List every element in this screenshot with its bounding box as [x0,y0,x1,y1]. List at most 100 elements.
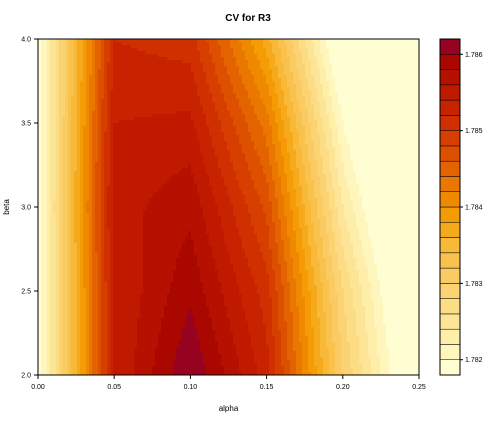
contour-cell [146,51,149,54]
contour-cell [80,108,83,111]
contour-cell [44,48,47,51]
contour-cell [62,75,65,78]
contour-cell [170,114,173,117]
contour-cell [197,75,200,78]
contour-cell [95,102,98,105]
contour-cell [182,48,185,51]
contour-cell [410,120,413,123]
contour-cell [110,111,113,114]
contour-cell [389,120,392,123]
contour-cell [65,54,68,57]
contour-cell [392,54,395,57]
contour-cell [260,69,263,72]
contour-cell [323,144,326,147]
contour-cell [56,51,59,54]
contour-cell [305,57,308,60]
contour-cell [314,102,317,105]
contour-cell [320,48,323,51]
contour-cell [158,39,161,42]
contour-cell [101,120,104,123]
contour-cell [89,84,92,87]
contour-cell [161,87,164,90]
contour-cell [338,75,341,78]
contour-cell [230,84,233,87]
contour-cell [197,114,200,117]
contour-cell [140,51,143,54]
contour-cell [377,138,380,141]
contour-cell [293,105,296,108]
contour-cell [236,84,239,87]
contour-cell [146,144,149,147]
contour-cell [77,111,80,114]
contour-cell [194,84,197,87]
contour-cell [308,90,311,93]
contour-cell [305,111,308,114]
contour-cell [62,87,65,90]
contour-cell [227,129,230,132]
contour-cell [389,126,392,129]
contour-cell [293,78,296,81]
contour-cell [215,129,218,132]
contour-cell [53,102,56,105]
contour-cell [158,69,161,72]
contour-cell [98,129,101,132]
contour-cell [308,141,311,144]
contour-cell [383,117,386,120]
contour-cell [395,90,398,93]
contour-cell [269,48,272,51]
contour-cell [44,105,47,108]
contour-cell [167,129,170,132]
contour-cell [50,84,53,87]
contour-cell [65,69,68,72]
contour-cell [281,126,284,129]
contour-cell [158,141,161,144]
contour-cell [371,99,374,102]
contour-cell [239,63,242,66]
contour-cell [197,42,200,45]
contour-cell [245,48,248,51]
contour-cell [224,99,227,102]
contour-cell [296,108,299,111]
contour-cell [65,78,68,81]
contour-cell [305,39,308,42]
contour-cell [155,60,158,63]
contour-cell [368,54,371,57]
contour-cell [143,147,146,150]
contour-cell [149,99,152,102]
contour-cell [194,69,197,72]
contour-cell [404,108,407,111]
contour-cell [302,72,305,75]
contour-cell [332,123,335,126]
contour-cell [290,69,293,72]
contour-cell [386,102,389,105]
contour-cell [311,129,314,132]
contour-cell [176,81,179,84]
contour-cell [92,72,95,75]
contour-cell [356,144,359,147]
contour-cell [353,45,356,48]
contour-cell [74,108,77,111]
contour-cell [59,60,62,63]
contour-cell [74,129,77,132]
contour-cell [200,135,203,138]
contour-cell [83,129,86,132]
contour-cell [278,48,281,51]
contour-cell [83,78,86,81]
contour-cell [44,39,47,42]
contour-cell [59,54,62,57]
contour-cell [398,48,401,51]
contour-cell [251,141,254,144]
contour-cell [203,135,206,138]
contour-cell [233,90,236,93]
contour-cell [131,141,134,144]
contour-cell [308,144,311,147]
contour-cell [104,87,107,90]
contour-cell [311,48,314,51]
contour-cell [191,102,194,105]
contour-cell [314,138,317,141]
contour-cell [404,123,407,126]
contour-cell [386,123,389,126]
contour-cell [311,105,314,108]
contour-cell [56,69,59,72]
contour-cell [359,78,362,81]
